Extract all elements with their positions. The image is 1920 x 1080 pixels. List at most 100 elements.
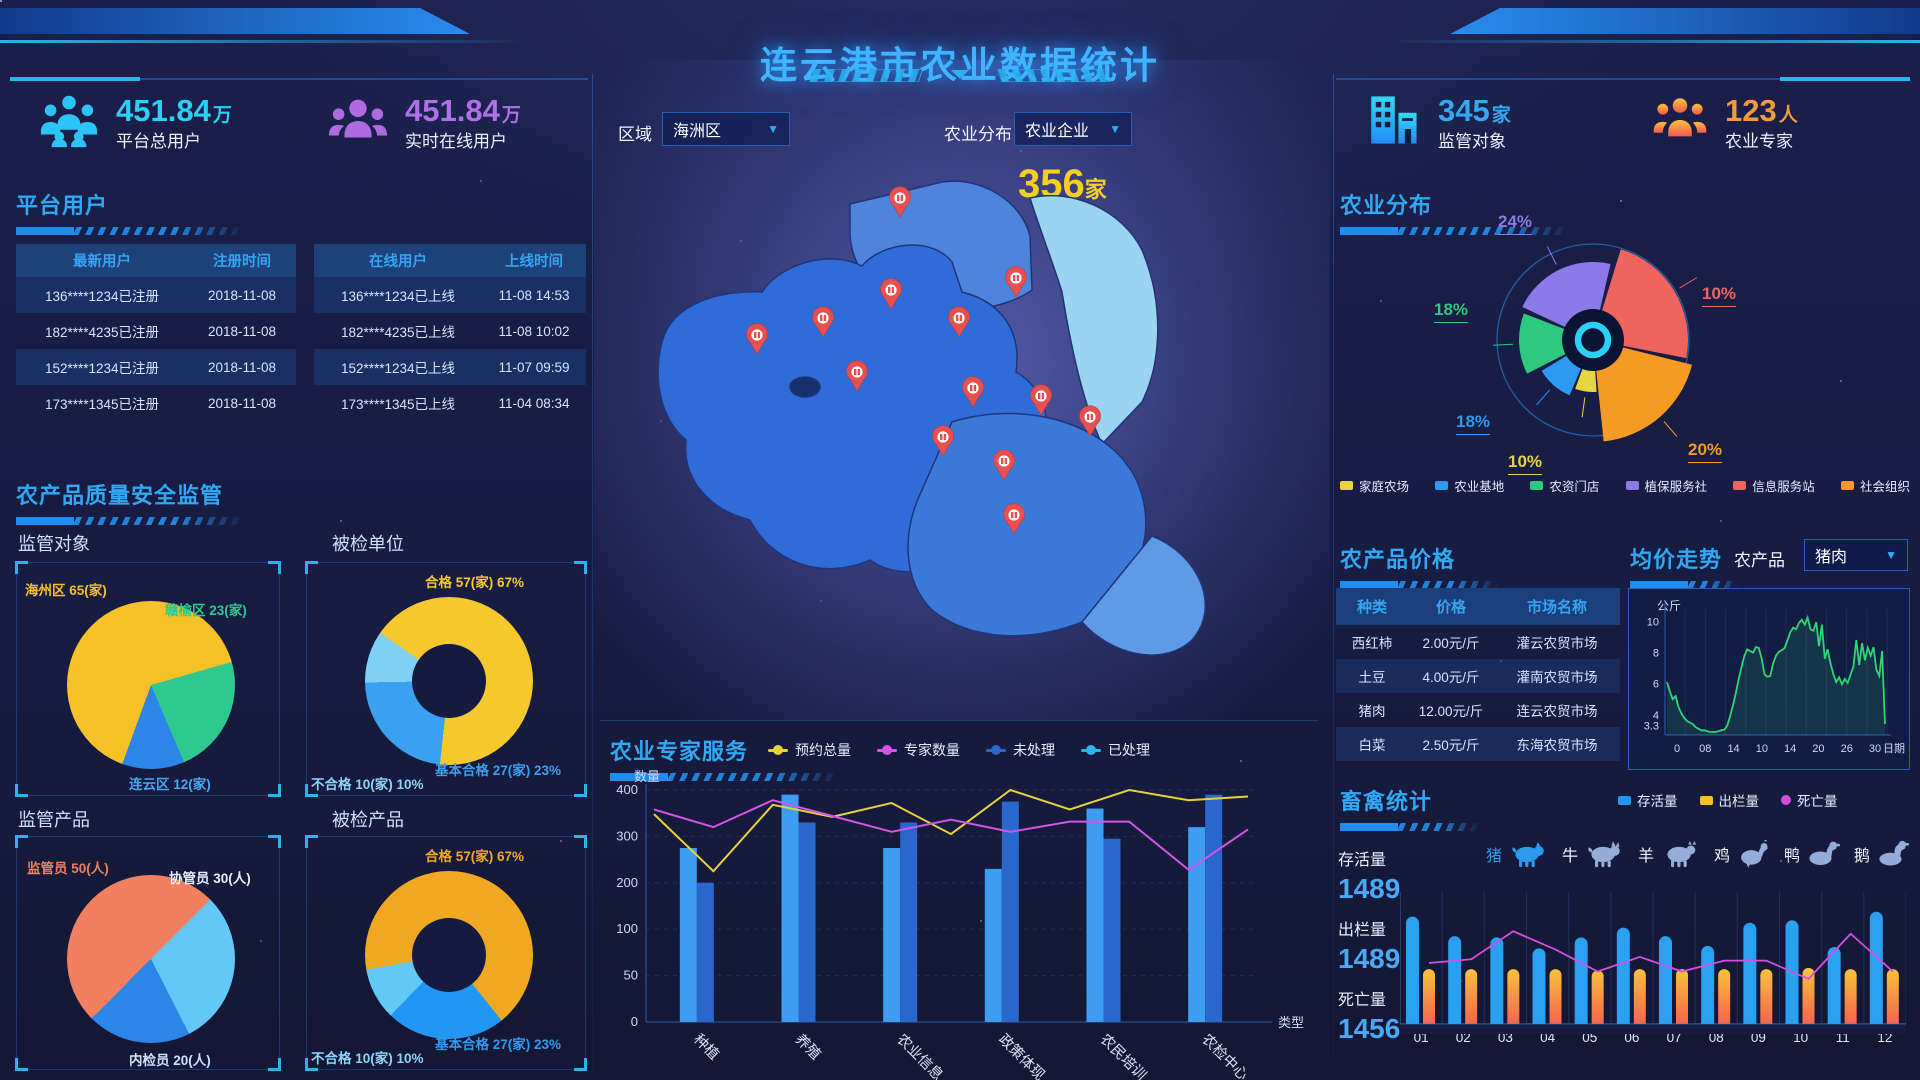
map-pin[interactable] xyxy=(1079,405,1101,437)
legend-item[interactable]: 出栏量 xyxy=(1699,790,1759,810)
supervision-product-pie[interactable] xyxy=(67,875,235,1043)
svg-text:种植: 种植 xyxy=(690,1031,723,1064)
pct-label: 18% xyxy=(1456,412,1491,435)
register-table-header: 最新用户 xyxy=(16,244,188,277)
online-time-header: 上线时间 xyxy=(482,244,586,277)
svg-text:养殖: 养殖 xyxy=(792,1031,825,1064)
svg-text:农民培训: 农民培训 xyxy=(1097,1031,1150,1080)
legend-item[interactable]: 已处理 xyxy=(1081,740,1150,760)
legend-item[interactable]: 死亡量 xyxy=(1781,790,1838,810)
legend-item[interactable]: 存活量 xyxy=(1618,790,1678,810)
svg-text:6: 6 xyxy=(1653,679,1659,691)
svg-text:14: 14 xyxy=(1784,743,1796,755)
inspected-product-donut[interactable] xyxy=(365,871,533,1039)
expert-legend: 预约总量 专家数量 未处理 已处理 xyxy=(768,740,1150,760)
section-distribution: 农业分布 xyxy=(1340,188,1570,235)
animal-duck[interactable]: 鸭 xyxy=(1784,840,1840,868)
map-pin[interactable] xyxy=(993,449,1015,481)
map-pin[interactable] xyxy=(846,360,868,392)
svg-text:100: 100 xyxy=(616,921,638,936)
product-select[interactable]: 猪肉 ▼ xyxy=(1804,539,1908,571)
left-panel-topline xyxy=(10,77,588,81)
tick-diamond xyxy=(951,70,969,88)
legend-item[interactable]: 家庭农场 xyxy=(1340,476,1409,495)
animal-sheep[interactable]: 羊 xyxy=(1638,840,1700,868)
table-row: 182****4235已上线 11-08 10:02 xyxy=(340,323,570,341)
livestock-stat-alive: 存活量 1489 xyxy=(1338,852,1401,904)
map-pin[interactable] xyxy=(948,306,970,338)
svg-text:0: 0 xyxy=(631,1014,638,1029)
table-row: 136****1234已上线 11-08 14:53 xyxy=(314,277,586,313)
svg-text:日期: 日期 xyxy=(1883,742,1905,755)
register-time-header: 注册时间 xyxy=(188,244,296,277)
experts-count-value: 123 xyxy=(1725,93,1777,129)
map-pin[interactable] xyxy=(962,376,984,408)
experts-count-unit: 人 xyxy=(1778,105,1798,127)
legend-item[interactable]: 农资门店 xyxy=(1530,476,1599,495)
map-pin[interactable] xyxy=(1030,384,1052,416)
svg-text:26: 26 xyxy=(1841,743,1853,755)
distribution-select[interactable]: 农业企业 ▼ xyxy=(1014,112,1132,146)
trend-chart-box: 公斤 10 8 6 4 3.3 0 08 14 10 14 20 26 30 日期 xyxy=(1628,588,1910,770)
svg-text:30: 30 xyxy=(1869,743,1881,755)
trend-y-caption: 公斤 xyxy=(1657,599,1682,613)
online-users-unit: 万 xyxy=(501,105,521,127)
pie-label: 不合格 10(家) 10% xyxy=(311,1051,424,1066)
inspected-unit-donut[interactable] xyxy=(365,597,533,765)
section-livestock: 畜禽统计 xyxy=(1340,784,1480,831)
legend-item[interactable]: 未处理 xyxy=(986,740,1055,760)
animal-goose[interactable]: 鹅 xyxy=(1854,840,1910,868)
pie-label: 合格 57(家) 67% xyxy=(425,575,525,590)
animal-pig[interactable]: 猪 xyxy=(1486,840,1548,868)
pie-label: 不合格 10(家) 10% xyxy=(311,777,424,792)
section-quality: 农产品质量安全监管 xyxy=(16,478,246,525)
map-pin[interactable] xyxy=(746,323,768,355)
supervision-count-value: 345 xyxy=(1438,93,1490,129)
supervision-count-label: 监管对象 xyxy=(1438,132,1506,152)
table-row: 173****1345已注册 2018-11-08 xyxy=(44,395,277,413)
pie-label: 协管员 30(人) xyxy=(169,871,251,886)
header-decoration-left xyxy=(0,8,470,34)
header-subdecoration xyxy=(808,62,1112,88)
map-pin[interactable] xyxy=(889,186,911,218)
subtitle-inspected-product: 被检产品 xyxy=(332,810,404,830)
animal-chicken[interactable]: 鸡 xyxy=(1714,840,1770,868)
map-pin[interactable] xyxy=(880,278,902,310)
map-pin[interactable] xyxy=(812,306,834,338)
animal-cow[interactable]: 牛 xyxy=(1562,840,1624,868)
divider-right xyxy=(1333,74,1334,1076)
legend-item[interactable]: 植保服务社 xyxy=(1625,476,1707,495)
map-pin[interactable] xyxy=(932,425,954,457)
chart-box-inspected-unit: 合格 57(家) 67% 不合格 10(家) 10% 基本合格 27(家) 23… xyxy=(305,561,587,797)
pct-label: 10% xyxy=(1508,452,1543,475)
user-stats-row: 451.84 万 平台总用户 451.84 万 实时在线用户 xyxy=(10,84,588,153)
svg-text:3.3: 3.3 xyxy=(1644,721,1659,733)
legend-item[interactable]: 专家数量 xyxy=(877,740,960,760)
svg-text:50: 50 xyxy=(624,968,638,983)
svg-text:农业信息: 农业信息 xyxy=(893,1031,946,1080)
map-pin[interactable] xyxy=(1003,503,1025,535)
map-pin[interactable] xyxy=(1005,266,1027,298)
svg-text:类型: 类型 xyxy=(1278,1015,1304,1030)
supervision-object-pie[interactable] xyxy=(67,601,235,769)
legend-item[interactable]: 社会组织 xyxy=(1840,476,1910,495)
users-group-icon xyxy=(38,92,100,153)
product-label: 农产品 xyxy=(1734,551,1785,570)
region-select[interactable]: 海洲区 ▼ xyxy=(662,112,790,146)
distribution-label: 农业分布 xyxy=(944,125,1012,144)
legend-item[interactable]: 农业基地 xyxy=(1435,476,1504,495)
experts-count-label: 农业专家 xyxy=(1725,132,1793,152)
svg-text:400: 400 xyxy=(616,782,638,797)
chart-box-inspected-product: 合格 57(家) 67% 不合格 10(家) 10% 基本合格 27(家) 23… xyxy=(305,835,587,1071)
left-panel: 451.84 万 平台总用户 451.84 万 实时在线用户 平台用户 最新用户 注… xyxy=(10,77,588,1076)
region-label: 区域 xyxy=(618,125,652,144)
chevron-down-icon: ▼ xyxy=(1109,122,1121,136)
legend-item[interactable]: 信息服务站 xyxy=(1733,476,1815,495)
price-trend-chart: 10 8 6 4 3.3 0 08 14 10 14 20 26 30 日期 xyxy=(1631,593,1907,774)
city-map xyxy=(657,180,1207,656)
header-decoration-right xyxy=(1450,8,1920,34)
legend-item[interactable]: 预约总量 xyxy=(768,740,851,760)
livestock-stat-out: 出栏量 1489 xyxy=(1338,922,1401,974)
chart-box-supervision-object: 海州区 65(家) 赣榆区 23(家) 连云区 12(家) xyxy=(15,561,281,797)
stat-total-users: 451.84 万 平台总用户 xyxy=(10,84,299,153)
